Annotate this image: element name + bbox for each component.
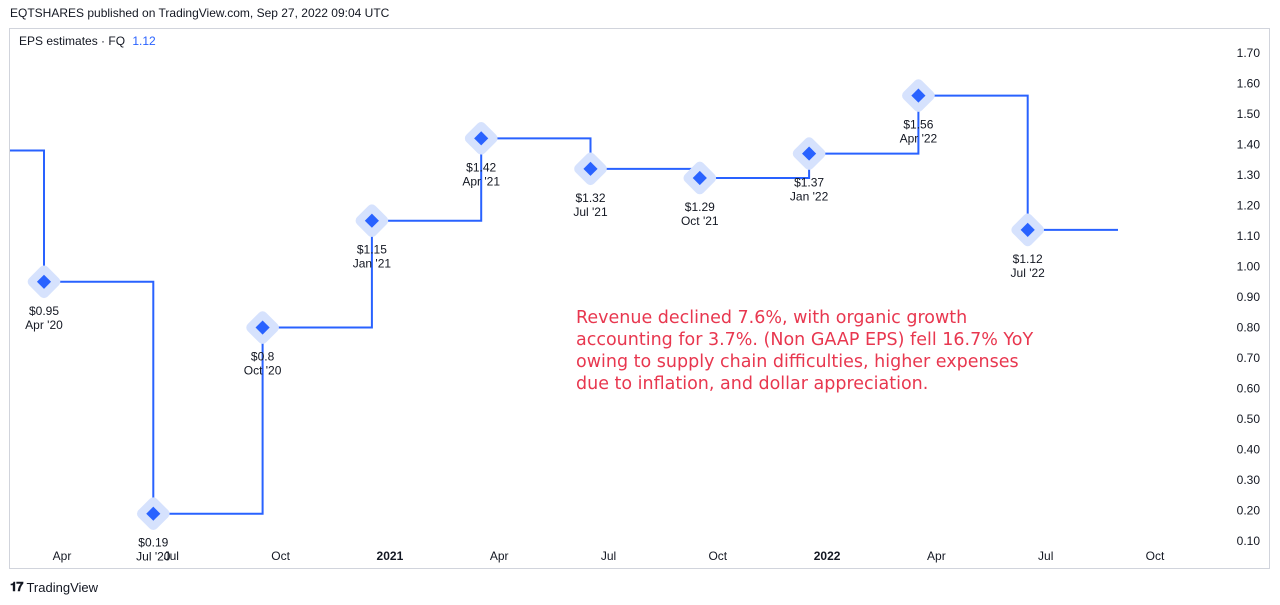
publisher-header: EQTSHARES published on TradingView.com, … — [10, 6, 390, 20]
eps-period-label: Jan '21 — [353, 257, 392, 271]
y-tick-label: 0.10 — [1237, 534, 1261, 548]
eps-marker — [36, 274, 52, 289]
y-tick-label: 1.00 — [1237, 260, 1261, 274]
y-tick-label: 1.10 — [1237, 229, 1261, 243]
eps-marker — [692, 170, 707, 186]
eps-period-label: Apr '21 — [462, 174, 500, 188]
y-tick-label: 1.60 — [1237, 76, 1261, 90]
y-tick-label: 0.70 — [1237, 351, 1261, 365]
annotation-text: Revenue declined 7.6%, with organic grow… — [576, 308, 1034, 394]
tradingview-logo-icon: 𝟏𝟕 — [10, 579, 24, 594]
eps-series — [10, 94, 1118, 515]
y-tick-label: 0.50 — [1237, 412, 1261, 426]
eps-marker — [364, 213, 379, 228]
eps-period-label: Apr '20 — [25, 318, 63, 332]
eps-value-label: $1.56 — [903, 118, 933, 132]
eps-value-label: $1.12 — [1013, 252, 1043, 266]
x-tick-label: 2022 — [814, 549, 841, 563]
x-tick-label: Apr — [490, 549, 509, 563]
eps-period-label: Oct '20 — [244, 364, 282, 378]
legend-value: 1.12 — [132, 34, 156, 48]
x-tick-label: Oct — [708, 549, 727, 563]
x-tick-label: Jul — [601, 549, 616, 563]
eps-value-label: $0.95 — [29, 304, 59, 318]
brand-name: TradingView — [26, 579, 99, 595]
eps-period-label: Jul '22 — [1011, 266, 1046, 280]
eps-markers — [27, 79, 1045, 531]
x-tick-label: Apr — [927, 549, 946, 563]
y-tick-label: 1.70 — [1237, 46, 1261, 60]
eps-period-label: Jul '21 — [573, 205, 608, 219]
x-tick-label: Jul — [164, 549, 179, 563]
legend-label: EPS estimates · FQ — [19, 34, 126, 48]
eps-step-line — [10, 94, 1118, 515]
y-tick-label: 1.30 — [1237, 168, 1261, 182]
y-tick-label: 0.80 — [1237, 321, 1261, 335]
x-axis[interactable]: Apr Jul Oct 2021 Apr Jul Oct 2022 Apr Jul Oct — [53, 549, 1165, 563]
eps-marker — [802, 146, 817, 161]
x-tick-label: Oct — [271, 549, 290, 563]
y-tick-label: 0.30 — [1237, 473, 1261, 487]
eps-period-label: Jan '22 — [790, 190, 829, 204]
eps-marker — [474, 131, 489, 146]
y-tick-label: 0.90 — [1237, 290, 1261, 304]
eps-period-label: Oct '21 — [681, 214, 719, 228]
eps-period-label: Apr '22 — [900, 132, 938, 146]
y-tick-label: 1.20 — [1237, 198, 1261, 212]
y-tick-label: 1.50 — [1237, 107, 1261, 121]
series-legend[interactable]: EPS estimates · FQ 1.12 — [19, 34, 156, 48]
eps-value-label: $1.42 — [466, 160, 496, 174]
eps-value-label: $1.32 — [575, 191, 605, 205]
footer-brand[interactable]: 𝟏𝟕 TradingView — [10, 579, 98, 595]
eps-value-label: $0.19 — [138, 536, 168, 550]
y-tick-label: 1.40 — [1237, 137, 1261, 151]
y-tick-label: 0.60 — [1237, 382, 1261, 396]
x-tick-label: Oct — [1146, 549, 1165, 563]
y-tick-label: 0.40 — [1237, 443, 1261, 457]
chart-frame — [9, 28, 1270, 569]
y-tick-label: 0.20 — [1237, 504, 1261, 518]
eps-marker — [255, 320, 270, 335]
x-tick-label: 2021 — [377, 549, 404, 563]
eps-marker — [911, 88, 926, 103]
eps-value-label: $1.29 — [685, 200, 715, 214]
eps-marker — [583, 161, 598, 176]
eps-value-label: $0.8 — [251, 350, 275, 364]
eps-value-label: $1.37 — [794, 176, 824, 190]
x-tick-label: Apr — [53, 549, 72, 563]
eps-value-label: $1.15 — [357, 243, 387, 257]
x-tick-label: Jul — [1038, 549, 1053, 563]
eps-period-label: Jul '20 — [136, 550, 171, 564]
y-axis[interactable]: 1.70 1.60 1.50 1.40 1.30 1.20 1.10 1.00 0.90 0.80… — [1237, 46, 1261, 548]
